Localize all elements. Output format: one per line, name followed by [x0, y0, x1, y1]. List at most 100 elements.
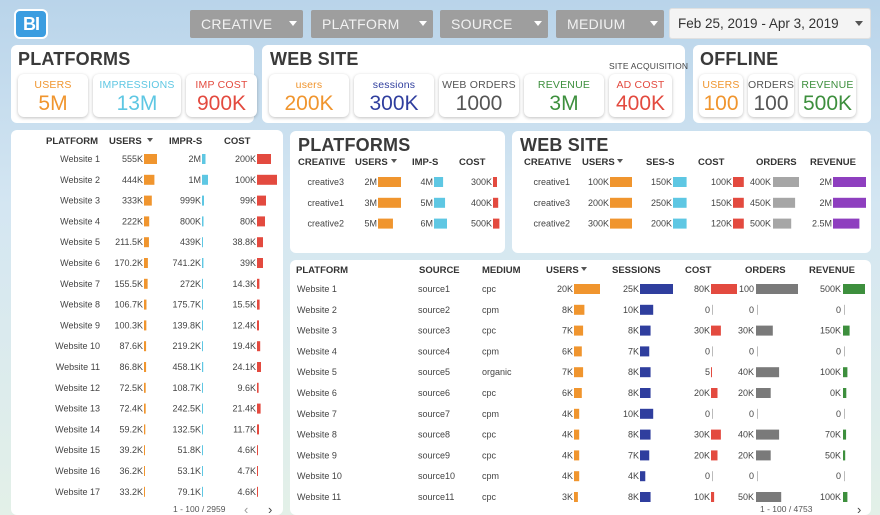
kpi-value: 200K: [284, 92, 334, 115]
next-page-icon[interactable]: ›: [268, 502, 272, 515]
filter-creative[interactable]: CREATIVE: [190, 10, 303, 38]
cost-value: 0: [705, 346, 710, 356]
creative-name: creative2: [307, 219, 344, 229]
date-range-picker[interactable]: Feb 25, 2019 - Apr 3, 2019: [670, 9, 870, 38]
next-page-icon[interactable]: ›: [857, 502, 861, 515]
sort-desc-icon[interactable]: [391, 159, 397, 163]
cost-bar: [257, 299, 260, 310]
filter-medium[interactable]: MEDIUM: [556, 10, 664, 38]
kpi-card-users: users 200K: [269, 74, 349, 117]
column-header-cost[interactable]: COST: [459, 157, 486, 168]
chevron-down-icon: [289, 21, 297, 26]
column-header-revenue[interactable]: REVENUE: [810, 157, 856, 168]
sessions-value: 200K: [651, 219, 672, 229]
sessions-value: 8K: [628, 326, 639, 336]
column-header-source[interactable]: SOURCE: [419, 265, 460, 276]
users-value: 3K: [562, 492, 573, 502]
platform-name: Website 1: [297, 284, 337, 294]
column-header-platform[interactable]: PLATFORM: [296, 265, 348, 276]
revenue-value: 0: [836, 471, 841, 481]
users-value: 300K: [588, 219, 609, 229]
users-value: 6K: [562, 346, 573, 356]
prev-page-icon[interactable]: ‹: [244, 502, 248, 515]
sessions-value: 10K: [623, 409, 639, 419]
cost-value: 11.7K: [233, 424, 256, 434]
column-header-imp-s[interactable]: IMP-S: [412, 157, 438, 168]
column-header-creative[interactable]: CREATIVE: [524, 157, 571, 168]
column-header-revenue[interactable]: REVENUE: [809, 265, 855, 276]
cost-bar: [712, 304, 713, 315]
kpi-card-users: USERS 5M: [18, 74, 88, 117]
column-header-cost[interactable]: COST: [224, 136, 251, 147]
revenue-bar: [843, 325, 850, 336]
orders-bar: [757, 304, 758, 315]
cost-value: 21.4K: [232, 404, 256, 414]
column-header-cost[interactable]: COST: [685, 265, 712, 276]
impressions-value: 219.2K: [172, 341, 201, 351]
kpi-card-imp-cost: IMP COST 900K: [186, 74, 257, 117]
column-header-orders[interactable]: ORDERS: [756, 157, 797, 168]
cost-value: 80K: [240, 216, 256, 226]
cost-value: 10K: [694, 492, 710, 502]
platform-name: Website 8: [60, 300, 100, 310]
column-header-ses-s[interactable]: SES-S: [646, 157, 675, 168]
platform-name: Website 11: [56, 362, 100, 372]
impressions-value: 53.1K: [177, 466, 201, 476]
users-value: 36.2K: [119, 466, 143, 476]
kpi-website-title: WEB SITE: [270, 49, 359, 69]
cost-value: 24.1K: [232, 362, 256, 372]
impressions-value: 999K: [180, 196, 201, 206]
users-bar: [144, 486, 145, 497]
users-value: 100.3K: [114, 320, 143, 330]
platform-name: Website 11: [297, 492, 341, 502]
medium-name: organic: [482, 367, 512, 377]
kpi-platforms-title: PLATFORMS: [18, 49, 131, 69]
users-bar: [144, 174, 155, 185]
column-header-users[interactable]: USERS: [109, 136, 142, 147]
column-header-users[interactable]: USERS: [546, 265, 579, 276]
column-header-cost[interactable]: COST: [698, 157, 725, 168]
column-header-medium[interactable]: MEDIUM: [482, 265, 521, 276]
cost-bar: [711, 388, 718, 398]
medium-name: cpc: [482, 430, 497, 440]
users-value: 87.6K: [119, 341, 143, 351]
cost-value: 80K: [694, 284, 710, 294]
cost-value: 4.6K: [237, 445, 256, 455]
column-header-users[interactable]: USERS: [355, 157, 388, 168]
sort-desc-icon[interactable]: [147, 138, 153, 142]
column-header-users[interactable]: USERS: [582, 157, 615, 168]
platform-name: Website 4: [60, 216, 100, 226]
users-value: 170.2K: [114, 258, 143, 268]
platform-name: Website 3: [60, 196, 100, 206]
revenue-bar: [843, 367, 848, 378]
users-value: 33.2K: [119, 487, 143, 497]
impressions-value: 1M: [188, 175, 201, 185]
users-value: 555K: [122, 154, 143, 164]
column-header-impr-s[interactable]: IMPR-S: [169, 136, 202, 147]
users-bar: [144, 299, 147, 310]
column-header-sessions[interactable]: SESSIONS: [612, 265, 661, 276]
sort-desc-icon[interactable]: [581, 267, 587, 271]
kpi-offline-title: OFFLINE: [700, 49, 779, 69]
impressions-bar: [202, 216, 204, 227]
kpi-card-sessions: sessions 300K: [354, 74, 434, 117]
platform-name: Website 1: [60, 154, 100, 164]
column-header-platform[interactable]: PLATFORM: [46, 136, 98, 147]
sessions-bar: [640, 325, 651, 336]
sessions-bar: [640, 471, 646, 482]
creative-platforms-title: PLATFORMS: [298, 135, 411, 155]
revenue-value: 0: [836, 409, 841, 419]
users-bar: [378, 218, 393, 229]
kpi-value: 400K: [615, 92, 666, 115]
kpi-value: 100: [703, 92, 739, 115]
creative-name: creative1: [307, 198, 344, 208]
sessions-bar: [640, 429, 651, 440]
impressions-value: 272K: [180, 279, 201, 289]
column-header-creative[interactable]: CREATIVE: [298, 157, 345, 168]
filter-source[interactable]: SOURCE: [440, 10, 548, 38]
sort-desc-icon[interactable]: [617, 159, 623, 163]
column-header-orders[interactable]: ORDERS: [745, 265, 786, 276]
filter-platform[interactable]: PLATFORM: [311, 10, 433, 38]
creative-platforms-table: CREATIVE USERS IMP-S COST creative3 2M 4M 300K c…: [298, 157, 500, 229]
orders-value: 400K: [750, 177, 771, 187]
